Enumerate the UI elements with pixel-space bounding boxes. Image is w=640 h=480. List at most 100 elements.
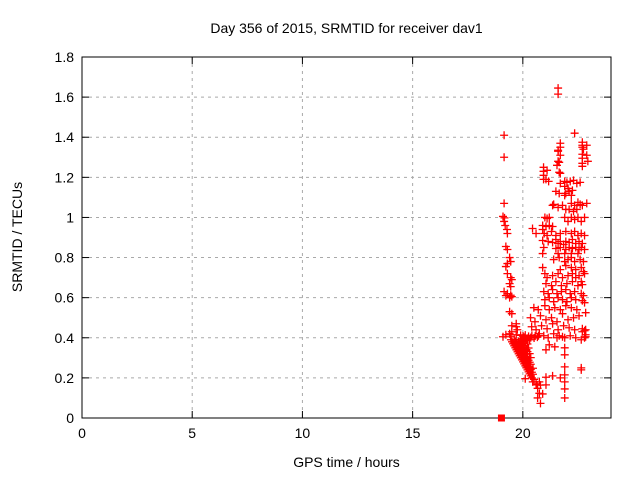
data-point (581, 332, 590, 341)
data-point (507, 275, 516, 284)
data-point (534, 305, 543, 314)
data-point (548, 222, 557, 231)
data-point (545, 213, 554, 222)
data-point (505, 253, 514, 262)
data-point (556, 305, 565, 314)
data-point (503, 229, 512, 238)
y-tick-label: 1 (66, 209, 74, 225)
data-point (564, 271, 573, 280)
data-point (570, 287, 579, 296)
data-point (555, 168, 564, 177)
data-point (548, 285, 557, 294)
data-point (540, 301, 549, 310)
data-point (572, 205, 581, 214)
data-point (570, 257, 579, 266)
data-point (556, 229, 565, 238)
data-point (554, 325, 563, 334)
data-point (571, 265, 580, 274)
data-point (543, 231, 552, 240)
data-point (544, 333, 553, 342)
data-point (556, 169, 565, 178)
data-point (500, 131, 509, 140)
data-point (556, 151, 565, 160)
y-tick-label: 1.8 (55, 49, 75, 65)
data-point (549, 200, 558, 209)
data-point (562, 279, 571, 288)
data-point (566, 289, 575, 298)
data-point (548, 319, 557, 328)
data-point (551, 277, 560, 286)
data-point (567, 253, 576, 262)
data-point (554, 203, 563, 212)
data-point (565, 205, 574, 214)
data-point (560, 350, 569, 359)
data-point (554, 269, 563, 278)
data-point (571, 295, 580, 304)
data-point (578, 143, 587, 152)
data-point (560, 362, 569, 371)
data-point (560, 384, 569, 393)
data-point (538, 236, 547, 245)
data-point (570, 129, 579, 138)
data-point (549, 255, 558, 264)
data-point (581, 308, 590, 317)
data-point (538, 263, 547, 272)
data-point (545, 340, 554, 349)
data-point (567, 263, 576, 272)
data-point (556, 179, 565, 188)
data-point (545, 305, 554, 314)
data-point (564, 315, 573, 324)
data-point (539, 243, 548, 252)
data-point (575, 311, 584, 320)
y-tick-label: 1.4 (55, 129, 75, 145)
data-point (506, 282, 515, 291)
data-point (558, 201, 567, 210)
data-point (570, 227, 579, 236)
data-point (552, 289, 561, 298)
data-point (498, 212, 507, 221)
data-point (550, 342, 559, 351)
data-point (547, 281, 556, 290)
data-point (538, 389, 547, 398)
data-point (560, 370, 569, 379)
data-point (554, 293, 563, 302)
data-point (578, 239, 587, 248)
y-tick-label: 0.8 (55, 250, 75, 266)
data-point (579, 291, 588, 300)
plot-border (81, 56, 612, 419)
data-point (567, 303, 576, 312)
data-point (551, 235, 560, 244)
data-point (541, 279, 550, 288)
x-tick-label: 5 (188, 425, 196, 441)
data-point (575, 271, 584, 280)
data-point (535, 329, 544, 338)
data-point (568, 235, 577, 244)
data-point (551, 244, 560, 253)
data-point (558, 309, 567, 318)
data-point (555, 253, 564, 262)
data-point (560, 343, 569, 352)
data-point (538, 249, 547, 258)
data-point (573, 249, 582, 258)
data-point (561, 285, 570, 294)
data-point (533, 393, 542, 402)
data-point (501, 221, 510, 230)
data-point (565, 323, 574, 332)
data-point (582, 199, 591, 208)
data-point (570, 325, 579, 334)
y-tick-label: 1.2 (55, 169, 75, 185)
data-point (532, 325, 541, 334)
data-point (556, 243, 565, 252)
data-point (561, 261, 570, 270)
data-point (572, 305, 581, 314)
data-point (559, 321, 568, 330)
data-point (528, 224, 537, 233)
data-point (583, 157, 592, 166)
data-point (556, 265, 565, 274)
data-point (552, 317, 561, 326)
data-point (539, 331, 548, 340)
scatter-points (498, 84, 592, 408)
data-point (532, 229, 541, 238)
